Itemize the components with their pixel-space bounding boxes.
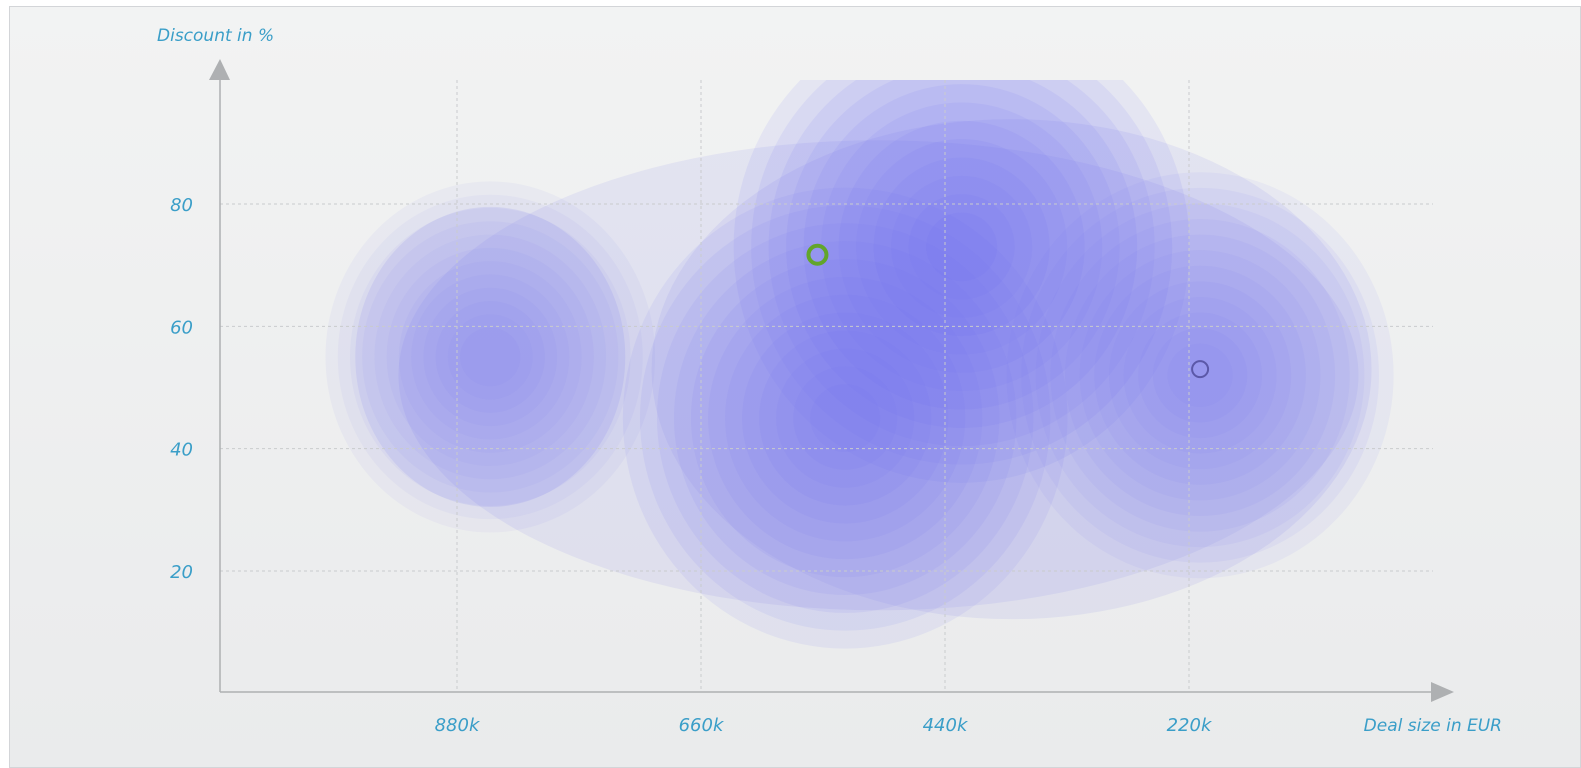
y-tick-label: 20	[170, 562, 193, 583]
markers	[806, 243, 1210, 379]
density-band	[725, 294, 966, 542]
x-tick-label: 880k	[435, 715, 481, 736]
y-axis-label: Discount in %	[157, 26, 274, 46]
density-band	[776, 348, 915, 488]
density-band	[708, 276, 983, 560]
density-band	[374, 234, 607, 480]
density-band	[362, 221, 619, 493]
grid-lines	[220, 80, 1433, 692]
density-band	[639, 205, 1051, 631]
density-band	[891, 175, 1033, 318]
density-band	[386, 247, 594, 466]
density-band	[325, 181, 656, 533]
density-band	[1094, 265, 1306, 485]
density-haze	[355, 206, 626, 507]
density-band	[1123, 296, 1277, 454]
density-band	[733, 80, 1190, 483]
x-axis-label: Deal size in EUR	[1364, 716, 1502, 736]
density-band	[460, 327, 521, 387]
density-band	[873, 157, 1050, 337]
x-tick-label: 220k	[1167, 715, 1213, 736]
y-axis-arrow	[209, 59, 230, 80]
density-band	[1035, 203, 1365, 548]
density-band	[926, 212, 998, 282]
density-band	[856, 139, 1068, 355]
density-band	[690, 259, 1000, 578]
y-tick-label: 60	[170, 317, 193, 338]
density-band	[1167, 343, 1233, 407]
y-tick-label: 80	[170, 195, 193, 216]
density-band	[1006, 172, 1394, 579]
density-band	[349, 208, 631, 506]
density-band	[742, 312, 949, 524]
density-band	[1108, 281, 1292, 470]
density-band	[1079, 250, 1321, 501]
density-layer	[325, 80, 1394, 649]
data-marker	[1191, 360, 1210, 379]
density-band	[768, 80, 1155, 447]
chart-panel	[9, 6, 1581, 768]
density-band	[447, 314, 533, 400]
density-band	[1138, 312, 1262, 439]
density-band	[838, 120, 1085, 373]
y-tick-label: 40	[170, 440, 193, 461]
density-band	[435, 301, 545, 413]
density-band	[411, 274, 570, 440]
density-haze	[398, 140, 1359, 611]
density-band	[803, 84, 1120, 410]
density-band	[673, 241, 1017, 595]
density-band	[1152, 328, 1248, 423]
density-band	[759, 330, 932, 506]
density-band	[656, 223, 1034, 613]
density-band	[1065, 234, 1336, 516]
density-band	[398, 261, 582, 453]
axes	[209, 59, 1454, 702]
x-tick-label: 660k	[679, 715, 725, 736]
density-band	[622, 187, 1068, 649]
density-band	[337, 194, 643, 520]
density-band	[1050, 218, 1350, 532]
density-haze	[651, 119, 1372, 620]
density-band	[1021, 187, 1379, 563]
data-marker	[806, 243, 829, 266]
density-band	[821, 102, 1103, 392]
density-band	[908, 194, 1015, 300]
x-tick-label: 440k	[923, 715, 969, 736]
tick-labels: 880k 660k 440k 220k 80 60 40 20	[170, 195, 1213, 736]
x-axis-arrow	[1431, 682, 1454, 702]
density-band	[810, 384, 881, 452]
density-band	[793, 366, 898, 470]
density-band	[751, 80, 1173, 465]
density-band	[786, 80, 1138, 428]
